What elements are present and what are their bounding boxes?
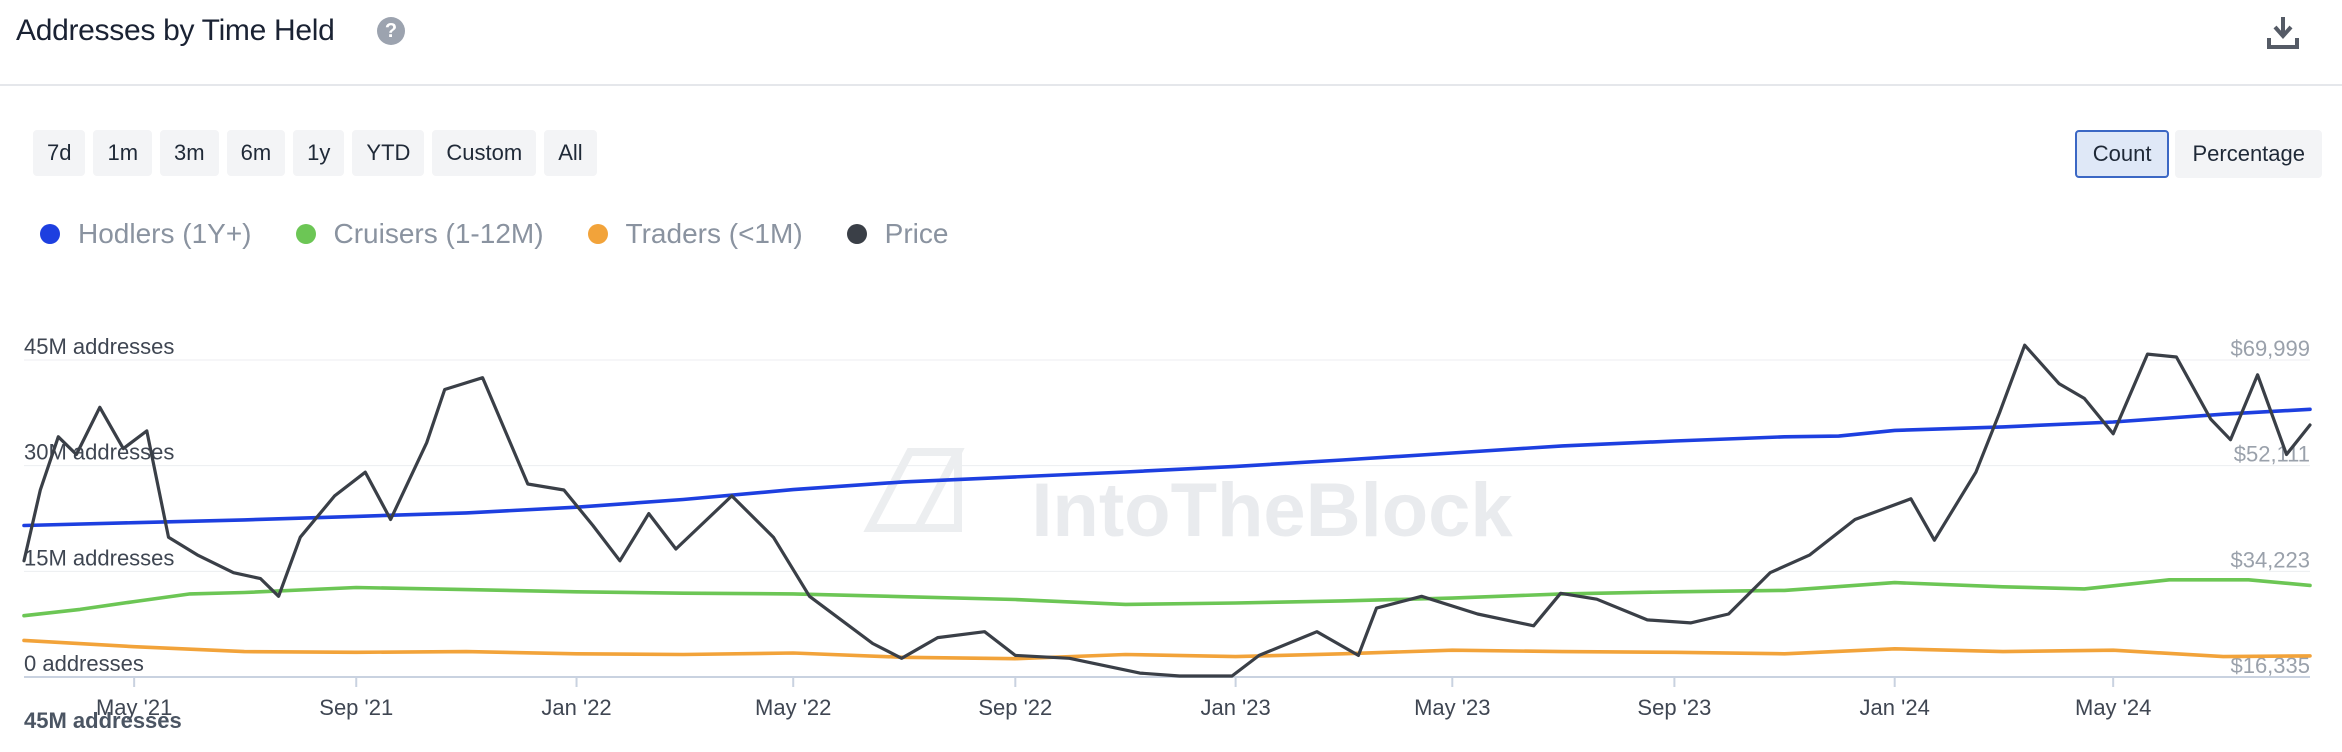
range-3m-button[interactable]: 3m <box>160 130 219 176</box>
x-tick-label: Sep '22 <box>978 695 1052 720</box>
chart-legend: Hodlers (1Y+) Cruisers (1-12M) Traders (… <box>40 218 992 250</box>
legend-label-cruisers: Cruisers (1-12M) <box>333 218 544 249</box>
range-all-button[interactable]: All <box>544 130 597 176</box>
x-tick-label: May '23 <box>1414 695 1490 720</box>
mode-selector: Count Percentage <box>2074 130 2322 178</box>
x-tick-label: May '24 <box>2075 695 2151 720</box>
legend-item-traders[interactable]: Traders (<1M) <box>587 218 803 250</box>
x-tick-label: Sep '23 <box>1637 695 1711 720</box>
y-right-tick-label: $34,223 <box>2230 547 2310 572</box>
x-tick-label: Jan '24 <box>1860 695 1930 720</box>
series-line-cruisers <box>22 577 2312 618</box>
legend-item-cruisers[interactable]: Cruisers (1-12M) <box>295 218 544 250</box>
legend-dot-hodlers <box>40 224 60 244</box>
range-1m-button[interactable]: 1m <box>93 130 153 176</box>
x-tick-label: Jan '23 <box>1200 695 1270 720</box>
watermark-text: IntoTheBlock <box>1031 468 1513 553</box>
x-tick-label: Sep '21 <box>319 695 393 720</box>
legend-item-hodlers[interactable]: Hodlers (1Y+) <box>40 218 252 250</box>
range-ytd-button[interactable]: YTD <box>352 130 425 176</box>
x-tick-label: May '21 <box>96 695 172 720</box>
y-right-tick-label: $52,111 <box>2234 442 2310 467</box>
x-tick-label: Jan '22 <box>541 695 611 720</box>
chart-header: Addresses by Time Held ? <box>0 0 2342 86</box>
legend-label-traders: Traders (<1M) <box>625 218 803 249</box>
y-left-tick-label: 45M addresses <box>24 334 174 359</box>
range-custom-button[interactable]: Custom <box>432 130 537 176</box>
legend-dot-traders <box>587 224 608 244</box>
download-icon[interactable] <box>2266 14 2300 50</box>
y-right-tick-label: $69,999 <box>2230 336 2310 361</box>
range-selector: 7d 1m 3m 6m 1y YTD Custom All <box>33 130 597 176</box>
legend-dot-price <box>846 224 867 244</box>
range-1y-button[interactable]: 1y <box>293 130 345 176</box>
question-icon[interactable]: ? <box>377 17 405 45</box>
legend-item-price[interactable]: Price <box>846 218 949 250</box>
percentage-button[interactable]: Percentage <box>2175 130 2322 178</box>
y-left-tick-label: 0 addresses <box>24 651 144 676</box>
range-7d-button[interactable]: 7d <box>33 130 86 176</box>
legend-label-hodlers: Hodlers (1Y+) <box>78 218 252 249</box>
footer-axis-label: 45M addresses <box>24 708 182 733</box>
series-line-traders <box>22 638 2312 661</box>
page-title: Addresses by Time Held <box>16 14 335 47</box>
series-line-hodlers <box>22 407 2312 528</box>
y-left-tick-label: 15M addresses <box>24 545 174 570</box>
legend-label-price: Price <box>884 218 949 249</box>
x-tick-label: May '22 <box>755 695 831 720</box>
watermark-logo <box>863 448 965 532</box>
range-6m-button[interactable]: 6m <box>226 130 286 176</box>
series-line-price <box>22 343 2312 678</box>
legend-dot-cruisers <box>295 224 316 244</box>
count-button[interactable]: Count <box>2074 130 2170 178</box>
